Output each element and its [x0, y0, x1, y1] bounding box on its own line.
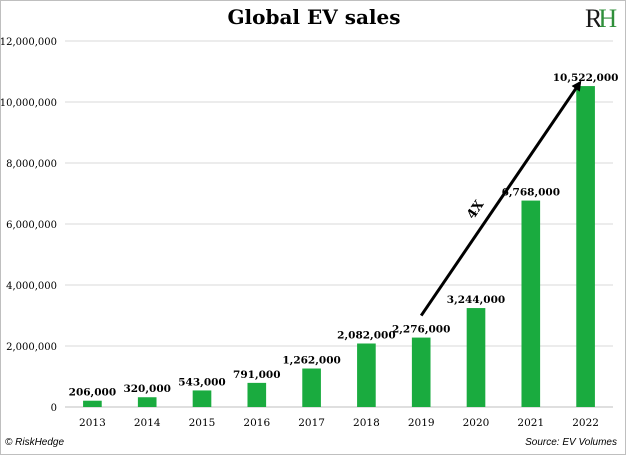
data-label-2021: 6,768,000	[502, 187, 560, 199]
x-tick-label: 2022	[572, 417, 599, 429]
bar-2020	[466, 308, 486, 407]
growth-label: 4X	[464, 197, 488, 222]
bar-2017	[302, 368, 321, 407]
y-tick-label: 2,000,000	[6, 342, 57, 353]
y-tick-label: 6,000,000	[6, 220, 57, 231]
x-tick-label: 2019	[408, 417, 435, 429]
x-tick-label: 2021	[517, 417, 544, 429]
y-tick-label: 0	[51, 403, 57, 414]
gridlines	[65, 40, 613, 347]
y-axis-tick-labels: 0 2,000,000 4,000,000 6,000,000 8,000,000 10,…	[1, 37, 57, 414]
x-tick-label: 2018	[353, 417, 380, 429]
data-label-2019: 2,276,000	[392, 324, 450, 336]
x-tick-label: 2017	[298, 417, 325, 429]
bar-2022	[576, 86, 595, 407]
bar-2019	[411, 337, 431, 407]
data-label-2013: 206,000	[69, 387, 117, 399]
x-tick-label: 2016	[243, 417, 270, 429]
x-tick-label: 2015	[189, 417, 216, 429]
bars	[83, 86, 595, 407]
bar-2015	[192, 390, 212, 407]
bar-2013	[83, 400, 102, 407]
y-tick-label: 8,000,000	[6, 159, 57, 170]
bar-2014	[137, 397, 157, 407]
y-tick-label: 12,000,000	[1, 37, 57, 48]
riskhedge-logo: RH	[585, 4, 617, 34]
x-tick-label: 2013	[79, 417, 106, 429]
logo-letter-h: H	[598, 4, 617, 33]
x-axis-tick-labels: 2013 2014 2015 2016 2017 2018 2019 2020 2021 2022	[79, 417, 599, 429]
data-label-2016: 791,000	[233, 369, 281, 381]
data-label-2018: 2,082,000	[337, 329, 395, 341]
y-tick-label: 10,000,000	[1, 98, 57, 109]
chart-title: Global EV sales	[227, 5, 401, 29]
copyright-note: © RiskHedge	[5, 437, 65, 448]
data-label-2014: 320,000	[123, 383, 171, 395]
data-label-2015: 543,000	[178, 376, 226, 388]
logo-letter-r: R	[585, 4, 602, 33]
growth-arrow	[419, 80, 582, 317]
source-note: Source: EV Volumes	[525, 437, 617, 448]
x-tick-label: 2014	[134, 417, 161, 429]
bar-2016	[247, 382, 267, 407]
bar-2018	[357, 343, 376, 407]
bar-2021	[521, 200, 541, 407]
y-tick-label: 4,000,000	[6, 281, 57, 292]
x-tick-label: 2020	[463, 417, 490, 429]
data-label-2017: 1,262,000	[282, 355, 340, 367]
data-label-2020: 3,244,000	[447, 294, 505, 306]
growth-annotation: 4X	[419, 80, 582, 317]
data-label-2022: 10,522,000	[553, 72, 619, 84]
